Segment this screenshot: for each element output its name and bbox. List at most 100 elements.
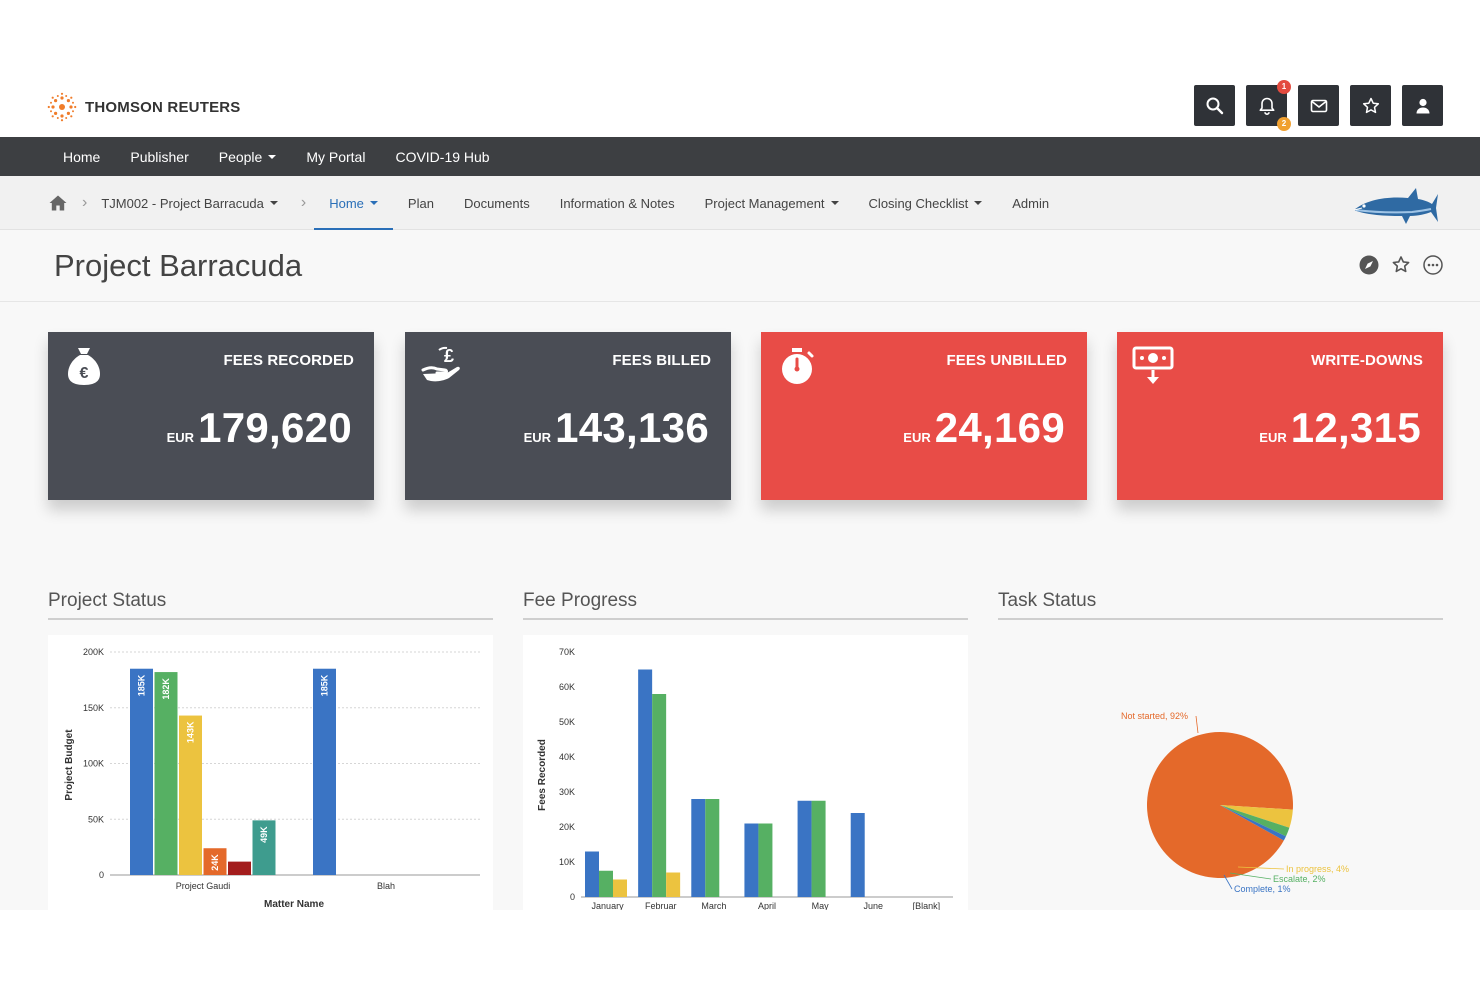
kpi-card-write-downs[interactable]: WRITE-DOWNS EUR 12,315 <box>1117 332 1443 500</box>
task-status-panel: Task Status Not started, 92% In progress,… <box>998 590 1443 894</box>
bar <box>666 872 681 897</box>
pie-slice-label: In progress, 4% <box>1286 864 1349 874</box>
bar <box>154 672 178 875</box>
y-axis-title: Fees Recorded <box>537 739 548 811</box>
bar <box>811 800 826 897</box>
nav-publisher[interactable]: Publisher <box>130 148 189 165</box>
kpi-card-fees-unbilled[interactable]: FEES UNBILLED EUR 24,169 <box>761 332 1087 500</box>
leader-line <box>1229 872 1272 880</box>
tab-closing-checklist[interactable]: Closing Checklist <box>854 176 998 230</box>
top-header: THOMSON REUTERS 1 2 <box>0 75 1480 137</box>
favorites-button[interactable] <box>1350 85 1391 126</box>
fee-progress-panel: Fee Progress 0 10K 20K 30K 40K 50K 60K 70K Janua… <box>523 590 968 910</box>
page-title: Project Barracuda <box>54 248 303 283</box>
bar-data-label: 143K <box>186 721 196 743</box>
user-icon <box>1416 98 1429 113</box>
y-axis-title: Project Budget <box>64 729 75 801</box>
pie-slice <box>1220 805 1293 828</box>
tab-admin[interactable]: Admin <box>1012 195 1050 211</box>
page-actions <box>1358 254 1444 276</box>
kpi-card-fees-recorded[interactable]: € FEES RECORDED EUR 179,620 <box>48 332 374 500</box>
nav-home[interactable]: Home <box>63 148 101 165</box>
more-options-icon[interactable] <box>1422 254 1444 276</box>
bar <box>585 851 599 897</box>
main-navigation: Home Publisher People My Portal COVID-19… <box>0 137 1480 176</box>
x-tick-label: March <box>701 901 726 910</box>
nav-covid-hub[interactable]: COVID-19 Hub <box>395 148 490 165</box>
y-tick-label: 70K <box>559 647 575 657</box>
nav-people[interactable]: People <box>204 149 292 165</box>
tab-plan[interactable]: Plan <box>407 195 434 211</box>
star-icon <box>1362 97 1379 113</box>
tab-home[interactable]: Home <box>314 176 393 230</box>
bar-data-label: 49K <box>259 826 269 843</box>
kpi-value: EUR 179,620 <box>167 404 352 452</box>
panel-title: Fee Progress <box>523 590 968 620</box>
y-tick-label: 60K <box>559 682 575 692</box>
x-axis-title: Matter Name <box>264 899 324 910</box>
bar <box>179 715 202 875</box>
pie-slice <box>1220 805 1290 837</box>
kpi-label: FEES BILLED <box>612 352 711 369</box>
x-tick-label: April <box>758 901 776 910</box>
bar <box>797 800 812 897</box>
svg-text:£: £ <box>444 346 454 366</box>
x-tick-label: Blah <box>377 881 395 891</box>
compass-icon[interactable] <box>1358 254 1380 276</box>
bar <box>130 668 153 875</box>
tab-project-management-label: Project Management <box>704 195 825 211</box>
bar <box>638 669 653 897</box>
kpi-currency: EUR <box>166 430 195 445</box>
bar <box>228 861 251 875</box>
pie-slice <box>1220 805 1286 841</box>
alert-count-badge: 2 <box>1277 117 1291 131</box>
chevron-right-icon: › <box>300 194 307 211</box>
kpi-label: FEES RECORDED <box>223 352 354 369</box>
thomson-reuters-logo-icon <box>47 92 77 122</box>
user-profile-button[interactable] <box>1402 85 1443 126</box>
kpi-currency: EUR <box>903 430 931 445</box>
project-selector[interactable]: TJM002 - Project Barracuda <box>95 176 293 230</box>
brand-logo[interactable]: THOMSON REUTERS <box>47 92 241 122</box>
tab-project-management[interactable]: Project Management <box>690 176 854 230</box>
messages-button[interactable] <box>1298 85 1339 126</box>
y-tick-label: 30K <box>559 787 575 797</box>
tab-documents[interactable]: Documents <box>463 195 530 211</box>
barracuda-fish-icon <box>1353 188 1438 224</box>
header-actions: 1 2 <box>1194 80 1443 131</box>
panel-title: Task Status <box>998 590 1443 620</box>
y-tick-label: 50K <box>559 717 575 727</box>
x-tick-label: January <box>592 901 625 910</box>
x-tick-label: Project Gaudi <box>176 881 231 891</box>
money-bag-euro-icon: € <box>68 348 100 385</box>
caret-down-icon <box>369 201 378 205</box>
fee-progress-chart: 0 10K 20K 30K 40K 50K 60K 70K January Februar Marc… <box>523 635 968 910</box>
notifications-button[interactable]: 1 2 <box>1246 80 1291 131</box>
nav-people-label: People <box>218 148 263 165</box>
tab-information-notes[interactable]: Information & Notes <box>559 195 675 211</box>
mail-icon <box>1310 99 1327 112</box>
home-icon[interactable] <box>48 194 68 212</box>
kpi-currency: EUR <box>1259 430 1287 445</box>
kpi-value: EUR 143,136 <box>524 404 709 452</box>
project-status-chart: 0 50K 100K 150K 200K 185K 182K 143K 24K 49K 185K Pr… <box>48 635 493 910</box>
nav-my-portal[interactable]: My Portal <box>306 148 366 165</box>
caret-down-icon <box>830 201 839 205</box>
search-icon <box>1206 97 1223 114</box>
kpi-label: FEES UNBILLED <box>946 352 1067 369</box>
star-icon[interactable] <box>1390 254 1412 276</box>
bar-data-label: 24K <box>210 854 220 871</box>
task-status-chart: Not started, 92% In progress, 4% Escalate,… <box>998 635 1443 910</box>
hand-receive-money-icon: £ <box>421 346 460 382</box>
search-button[interactable] <box>1194 85 1235 126</box>
y-tick-label: 0 <box>570 892 575 902</box>
leader-line <box>1237 866 1285 870</box>
y-tick-label: 20K <box>559 822 575 832</box>
y-tick-label: 150K <box>83 703 104 713</box>
kpi-card-fees-billed[interactable]: £ FEES BILLED EUR 143,136 <box>405 332 731 500</box>
caret-down-icon <box>268 154 277 159</box>
project-status-panel: Project Status 0 50K 100K 150K 200K 185K 182K 1… <box>48 590 493 910</box>
y-tick-label: 0 <box>99 870 104 880</box>
kpi-label: WRITE-DOWNS <box>1311 352 1423 369</box>
x-tick-label: May <box>812 901 830 910</box>
